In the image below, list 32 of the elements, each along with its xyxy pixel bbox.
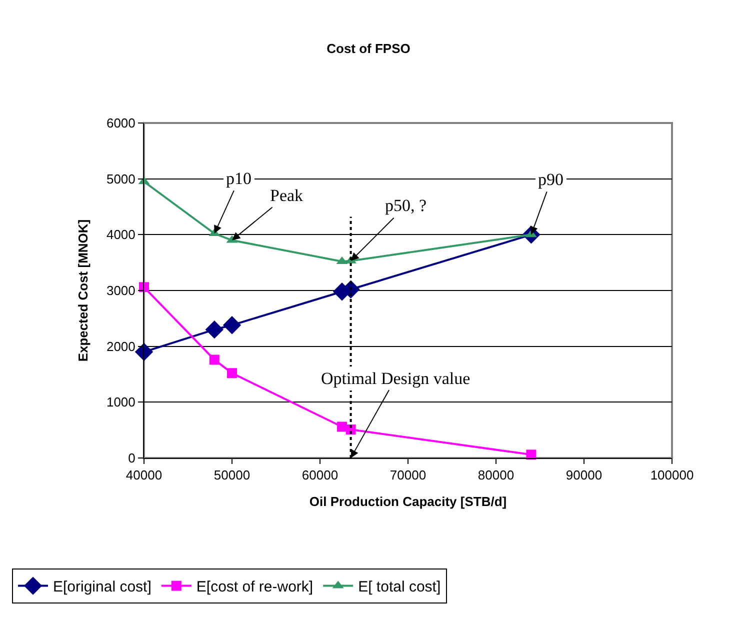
point [209,354,220,365]
y-tick-label: 6000 [106,116,136,131]
y-tick-label: 1000 [106,394,136,410]
y-tick-label: 4000 [106,227,136,242]
point [222,316,242,334]
annotation: p90 [538,170,564,189]
y-tick-label: 5000 [106,171,136,186]
annotation: Peak [270,186,304,205]
annotation: Optimal Design value [321,369,470,388]
chart-title: Cost of FPSO [326,40,410,56]
x-tick-label: 70000 [390,468,426,483]
point [337,422,347,432]
x-tick-label: 40000 [126,468,162,483]
x-tick-label: 50000 [214,468,250,483]
point [227,368,237,378]
legend-label: E[original cost] [53,578,152,596]
y-axis-title: Expected Cost [MNOK] [75,219,90,362]
x-tick-label: 90000 [566,468,602,483]
point [526,450,536,460]
x-tick-label: 60000 [302,468,338,483]
annotation: p50, ? [385,196,427,215]
legend-label: E[ total cost] [358,578,441,596]
point [134,342,154,362]
x-axis-title: Oil Production Capacity [STB/d] [309,494,507,510]
y-tick-label: 0 [128,450,136,466]
y-tick-label: 3000 [106,283,136,298]
x-tick-label: 100000 [650,468,694,483]
annotation: p10 [226,169,252,188]
x-tick-label: 80000 [478,468,514,483]
y-tick-label: 2000 [106,338,136,354]
legend-label: E[cost of re-work] [196,578,314,596]
point [205,320,224,339]
